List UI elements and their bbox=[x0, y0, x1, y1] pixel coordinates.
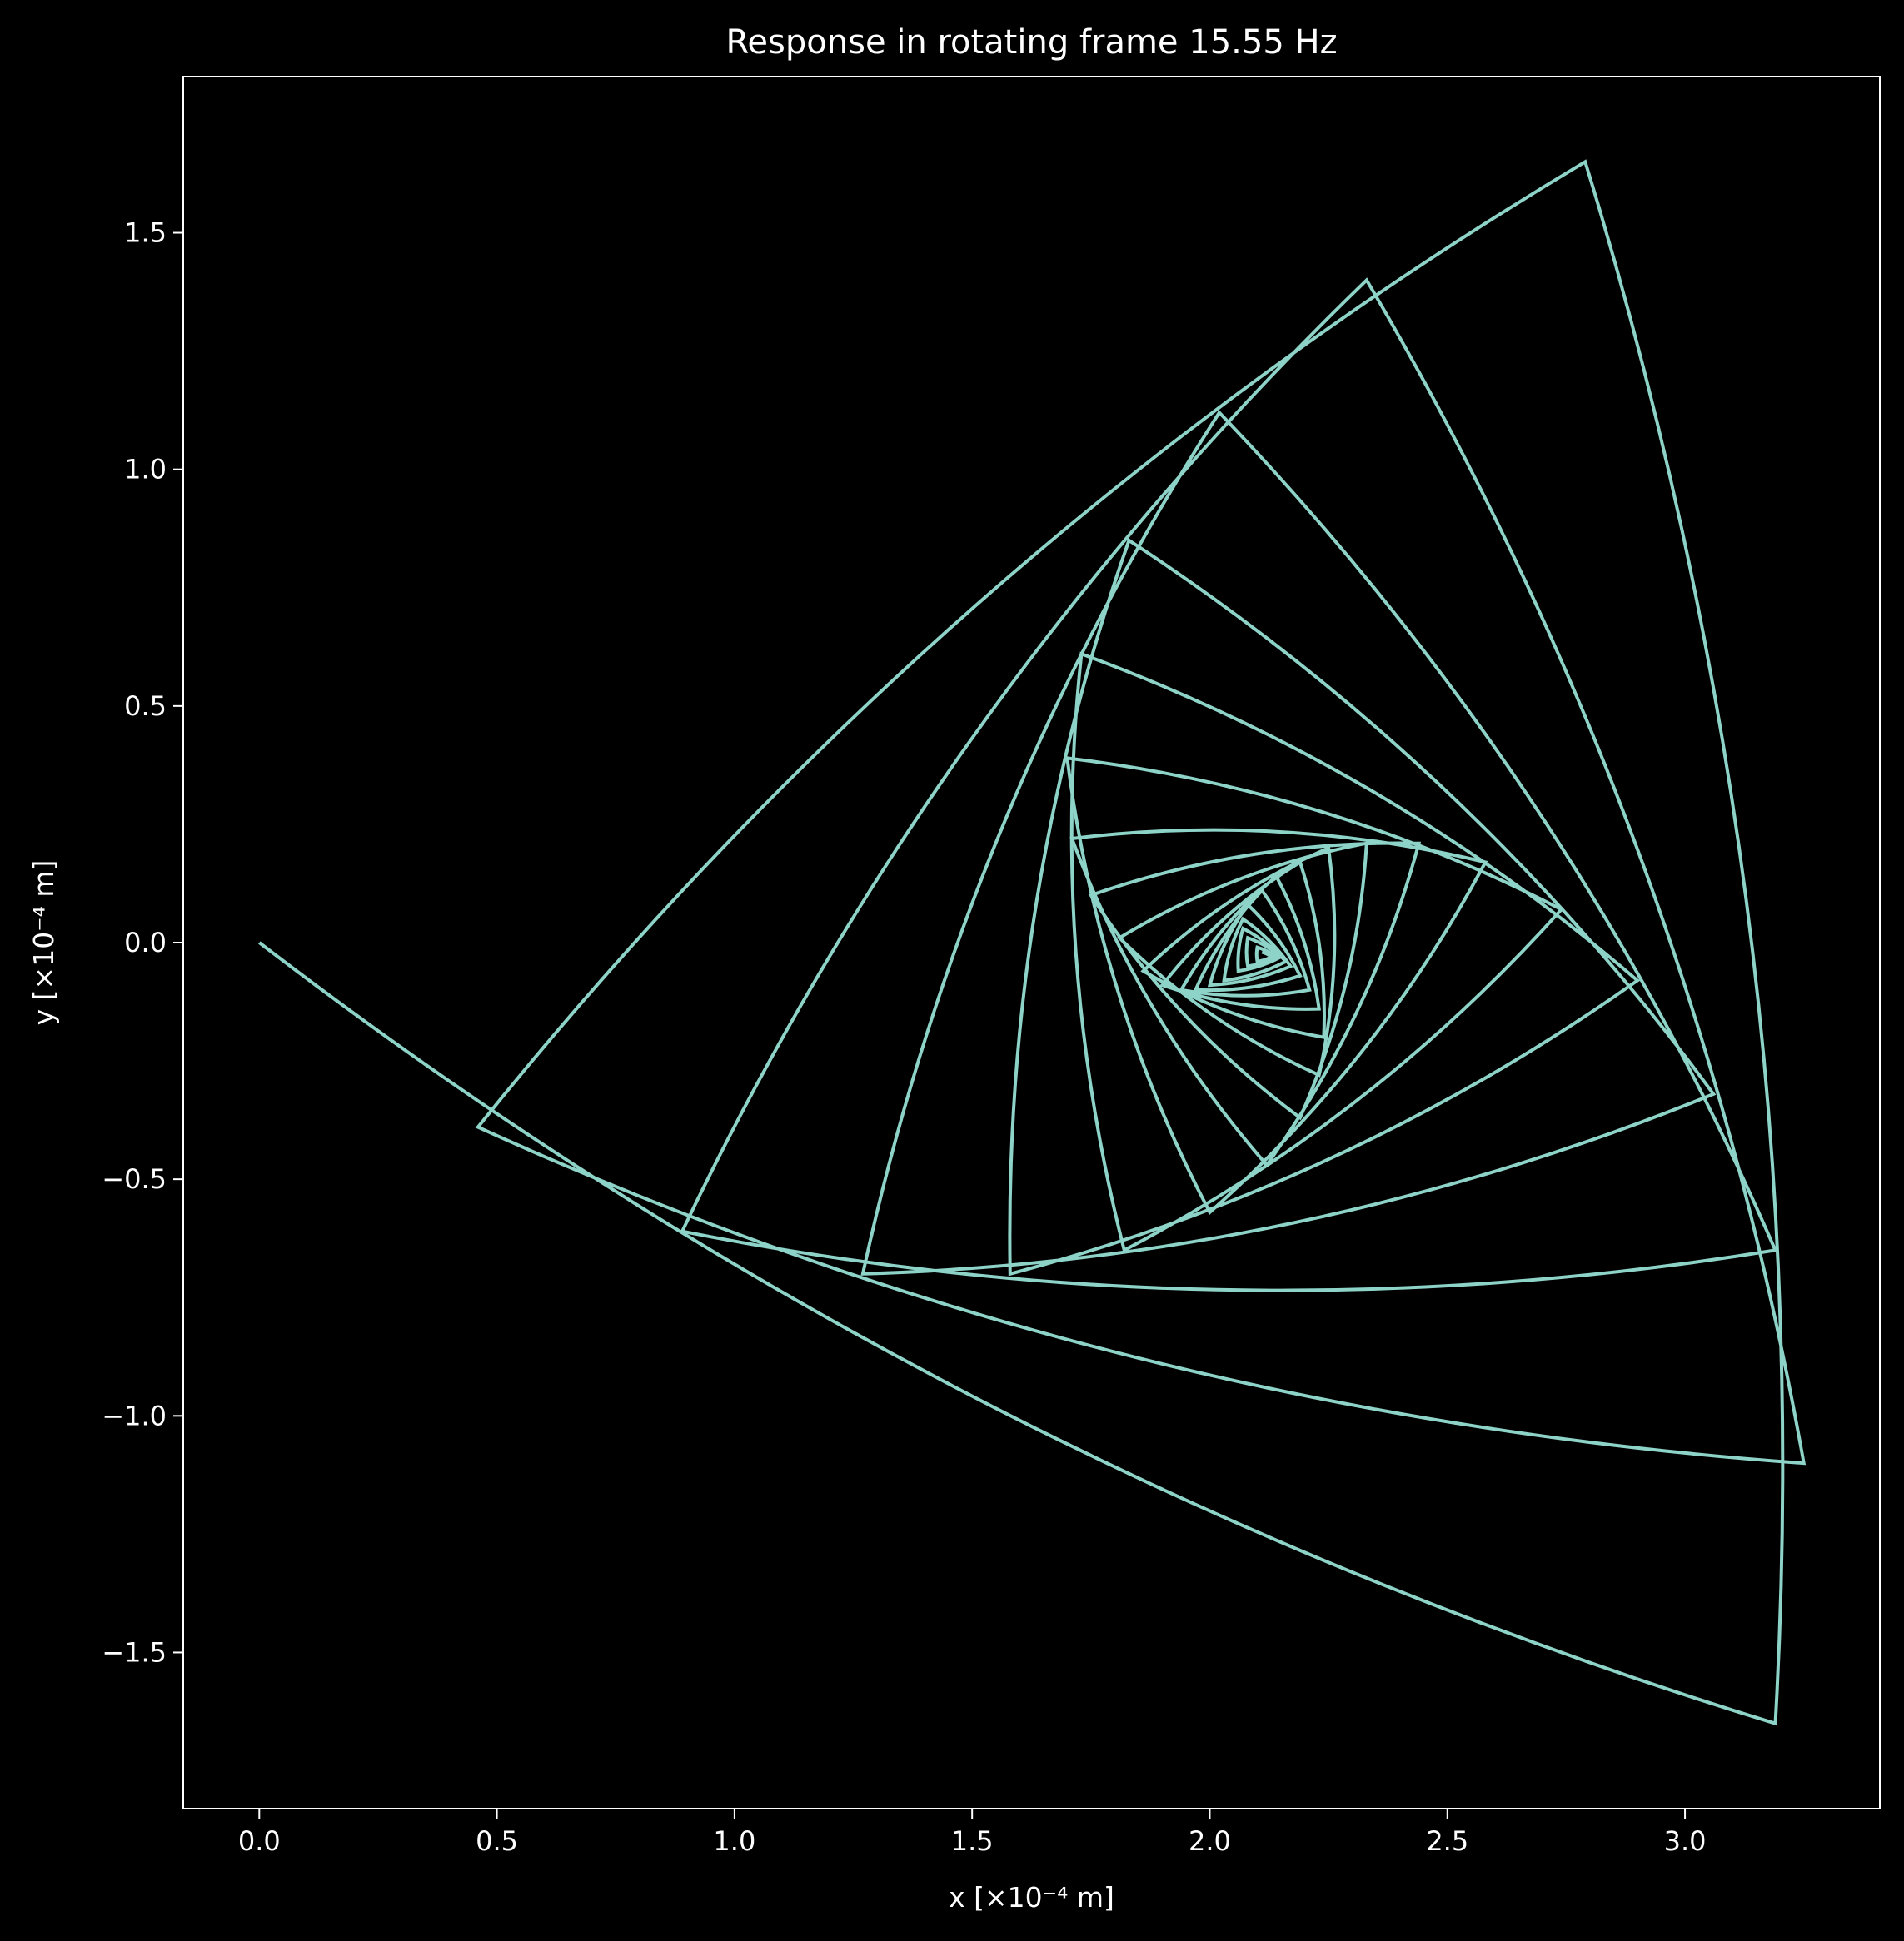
series-line bbox=[258, 159, 1807, 1726]
y-tick-label: −0.5 bbox=[102, 1163, 167, 1195]
y-tick-label: 1.5 bbox=[124, 217, 167, 249]
chart-title: Response in rotating frame 15.55 Hz bbox=[725, 23, 1337, 62]
x-tick-label: 0.5 bbox=[476, 1825, 518, 1857]
y-tick-label: −1.5 bbox=[102, 1636, 167, 1668]
x-tick-label: 2.0 bbox=[1189, 1825, 1231, 1857]
y-tick-label: 1.0 bbox=[124, 454, 167, 485]
y-tick-label: 0.0 bbox=[124, 927, 167, 958]
y-tick-label: −1.0 bbox=[102, 1400, 167, 1431]
x-axis-label: x [×10⁻⁴ m] bbox=[949, 1881, 1114, 1914]
plot-area bbox=[258, 159, 1807, 1726]
x-axis-ticks: 0.0 0.5 1.0 1.5 2.0 2.5 3.0 bbox=[238, 1809, 1707, 1857]
y-axis-ticks: 1.5 1.0 0.5 0.0 −0.5 −1.0 −1.5 bbox=[102, 217, 183, 1668]
x-tick-label: 1.5 bbox=[951, 1825, 994, 1857]
x-tick-label: 3.0 bbox=[1664, 1825, 1707, 1857]
x-tick-label: 1.0 bbox=[713, 1825, 755, 1857]
x-tick-label: 2.5 bbox=[1426, 1825, 1468, 1857]
y-tick-label: 0.5 bbox=[124, 690, 167, 722]
y-axis-label: y [×10⁻⁴ m] bbox=[27, 860, 60, 1026]
x-tick-label: 0.0 bbox=[238, 1825, 281, 1857]
